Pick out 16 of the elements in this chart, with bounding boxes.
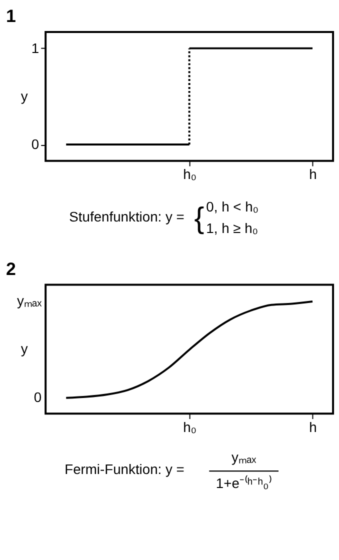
x-tick-label: h <box>309 166 317 182</box>
text: Fermi-Funktion: y = <box>64 461 184 478</box>
text: yₘₐₓ <box>16 292 42 308</box>
x-tick-label: h <box>309 418 317 435</box>
y-axis-title: y <box>20 88 28 104</box>
x-tick-label: h₀ <box>183 418 197 435</box>
text: 1, h ≥ h₀ <box>206 220 258 236</box>
x-tick-label: h₀ <box>183 166 197 182</box>
text: 1+e⁻⁽ʰ⁻ʰ₀⁾ <box>216 474 272 491</box>
y-axis-title: y <box>20 340 28 357</box>
text: 0, h < h₀ <box>206 198 259 214</box>
text: Stufenfunktion: y = <box>69 208 184 224</box>
chart-title: 1 <box>6 6 16 26</box>
text: yₘₐₓ <box>232 449 257 466</box>
text: { <box>194 202 204 236</box>
chart-title: 2 <box>6 258 16 279</box>
